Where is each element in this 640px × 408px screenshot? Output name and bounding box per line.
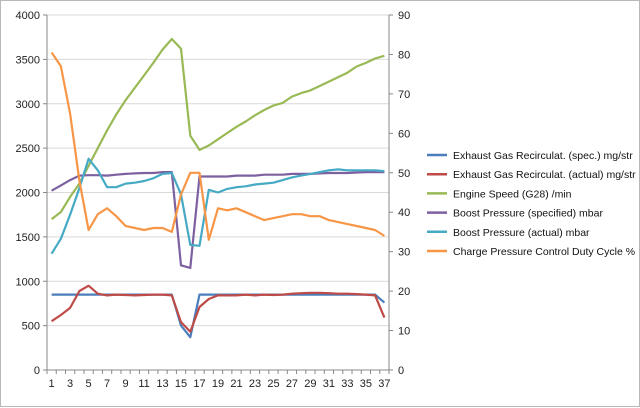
x-tick-label-1: 1 [49,378,55,390]
right-tick-label-0: 0 [398,365,404,377]
right-tick-label-3: 30 [398,247,410,259]
left-tick-label-7: 3500 [16,54,40,66]
x-tick-label-7: 7 [104,378,110,390]
legend-label-4: Boost Pressure (specified) mbar [453,208,603,220]
right-tick-label-8: 80 [398,49,410,61]
series-line-4 [51,171,385,269]
x-tick-label-33: 33 [341,378,353,390]
right-tick-label-4: 40 [398,207,410,219]
x-tick-label-19: 19 [212,378,224,390]
x-tick-label-31: 31 [323,378,335,390]
x-tick-label-9: 9 [123,378,129,390]
series-line-1 [51,293,386,339]
x-tick-label-21: 21 [230,378,242,390]
x-tick-label-5: 5 [86,378,92,390]
x-tick-label-3: 3 [67,378,73,390]
left-tick-label-0: 0 [34,365,40,377]
right-tick-label-7: 70 [398,89,410,101]
x-tick-label-37: 37 [378,378,390,390]
legend-label-2: Exhaust Gas Recirculat. (actual) mg/str [453,169,636,181]
series-line-2 [50,284,386,333]
legend-label-1: Exhaust Gas Recirculat. (spec.) mg/str [453,150,633,162]
right-tick-label-5: 50 [398,168,410,180]
left-tick-label-4: 2000 [16,188,40,200]
x-tick-label-13: 13 [156,378,168,390]
right-tick-label-1: 10 [398,326,410,338]
x-tick-label-27: 27 [286,378,298,390]
left-tick-label-5: 2500 [16,143,40,155]
x-tick-label-15: 15 [175,378,187,390]
legend-label-5: Boost Pressure (actual) mbar [453,227,590,239]
x-tick-label-35: 35 [360,378,372,390]
left-tick-label-3: 1500 [16,232,40,244]
series-line-6 [50,51,385,241]
series-line-5 [50,157,385,255]
x-tick-label-17: 17 [193,378,205,390]
left-tick-label-2: 1000 [16,276,40,288]
right-tick-label-6: 60 [398,128,410,140]
x-tick-label-11: 11 [138,378,149,390]
x-tick-label-23: 23 [249,378,261,390]
right-tick-label-9: 90 [398,10,410,22]
left-tick-label-1: 500 [22,321,40,333]
left-tick-label-6: 3000 [16,99,40,111]
left-tick-label-8: 4000 [16,10,40,22]
right-tick-label-2: 20 [398,286,410,298]
series-line-3 [50,37,385,220]
legend-label-6: Charge Pressure Control Duty Cycle % [453,246,635,258]
legend-label-3: Engine Speed (G28) /min [453,188,572,200]
x-tick-label-25: 25 [267,378,279,390]
x-tick-label-29: 29 [304,378,316,390]
